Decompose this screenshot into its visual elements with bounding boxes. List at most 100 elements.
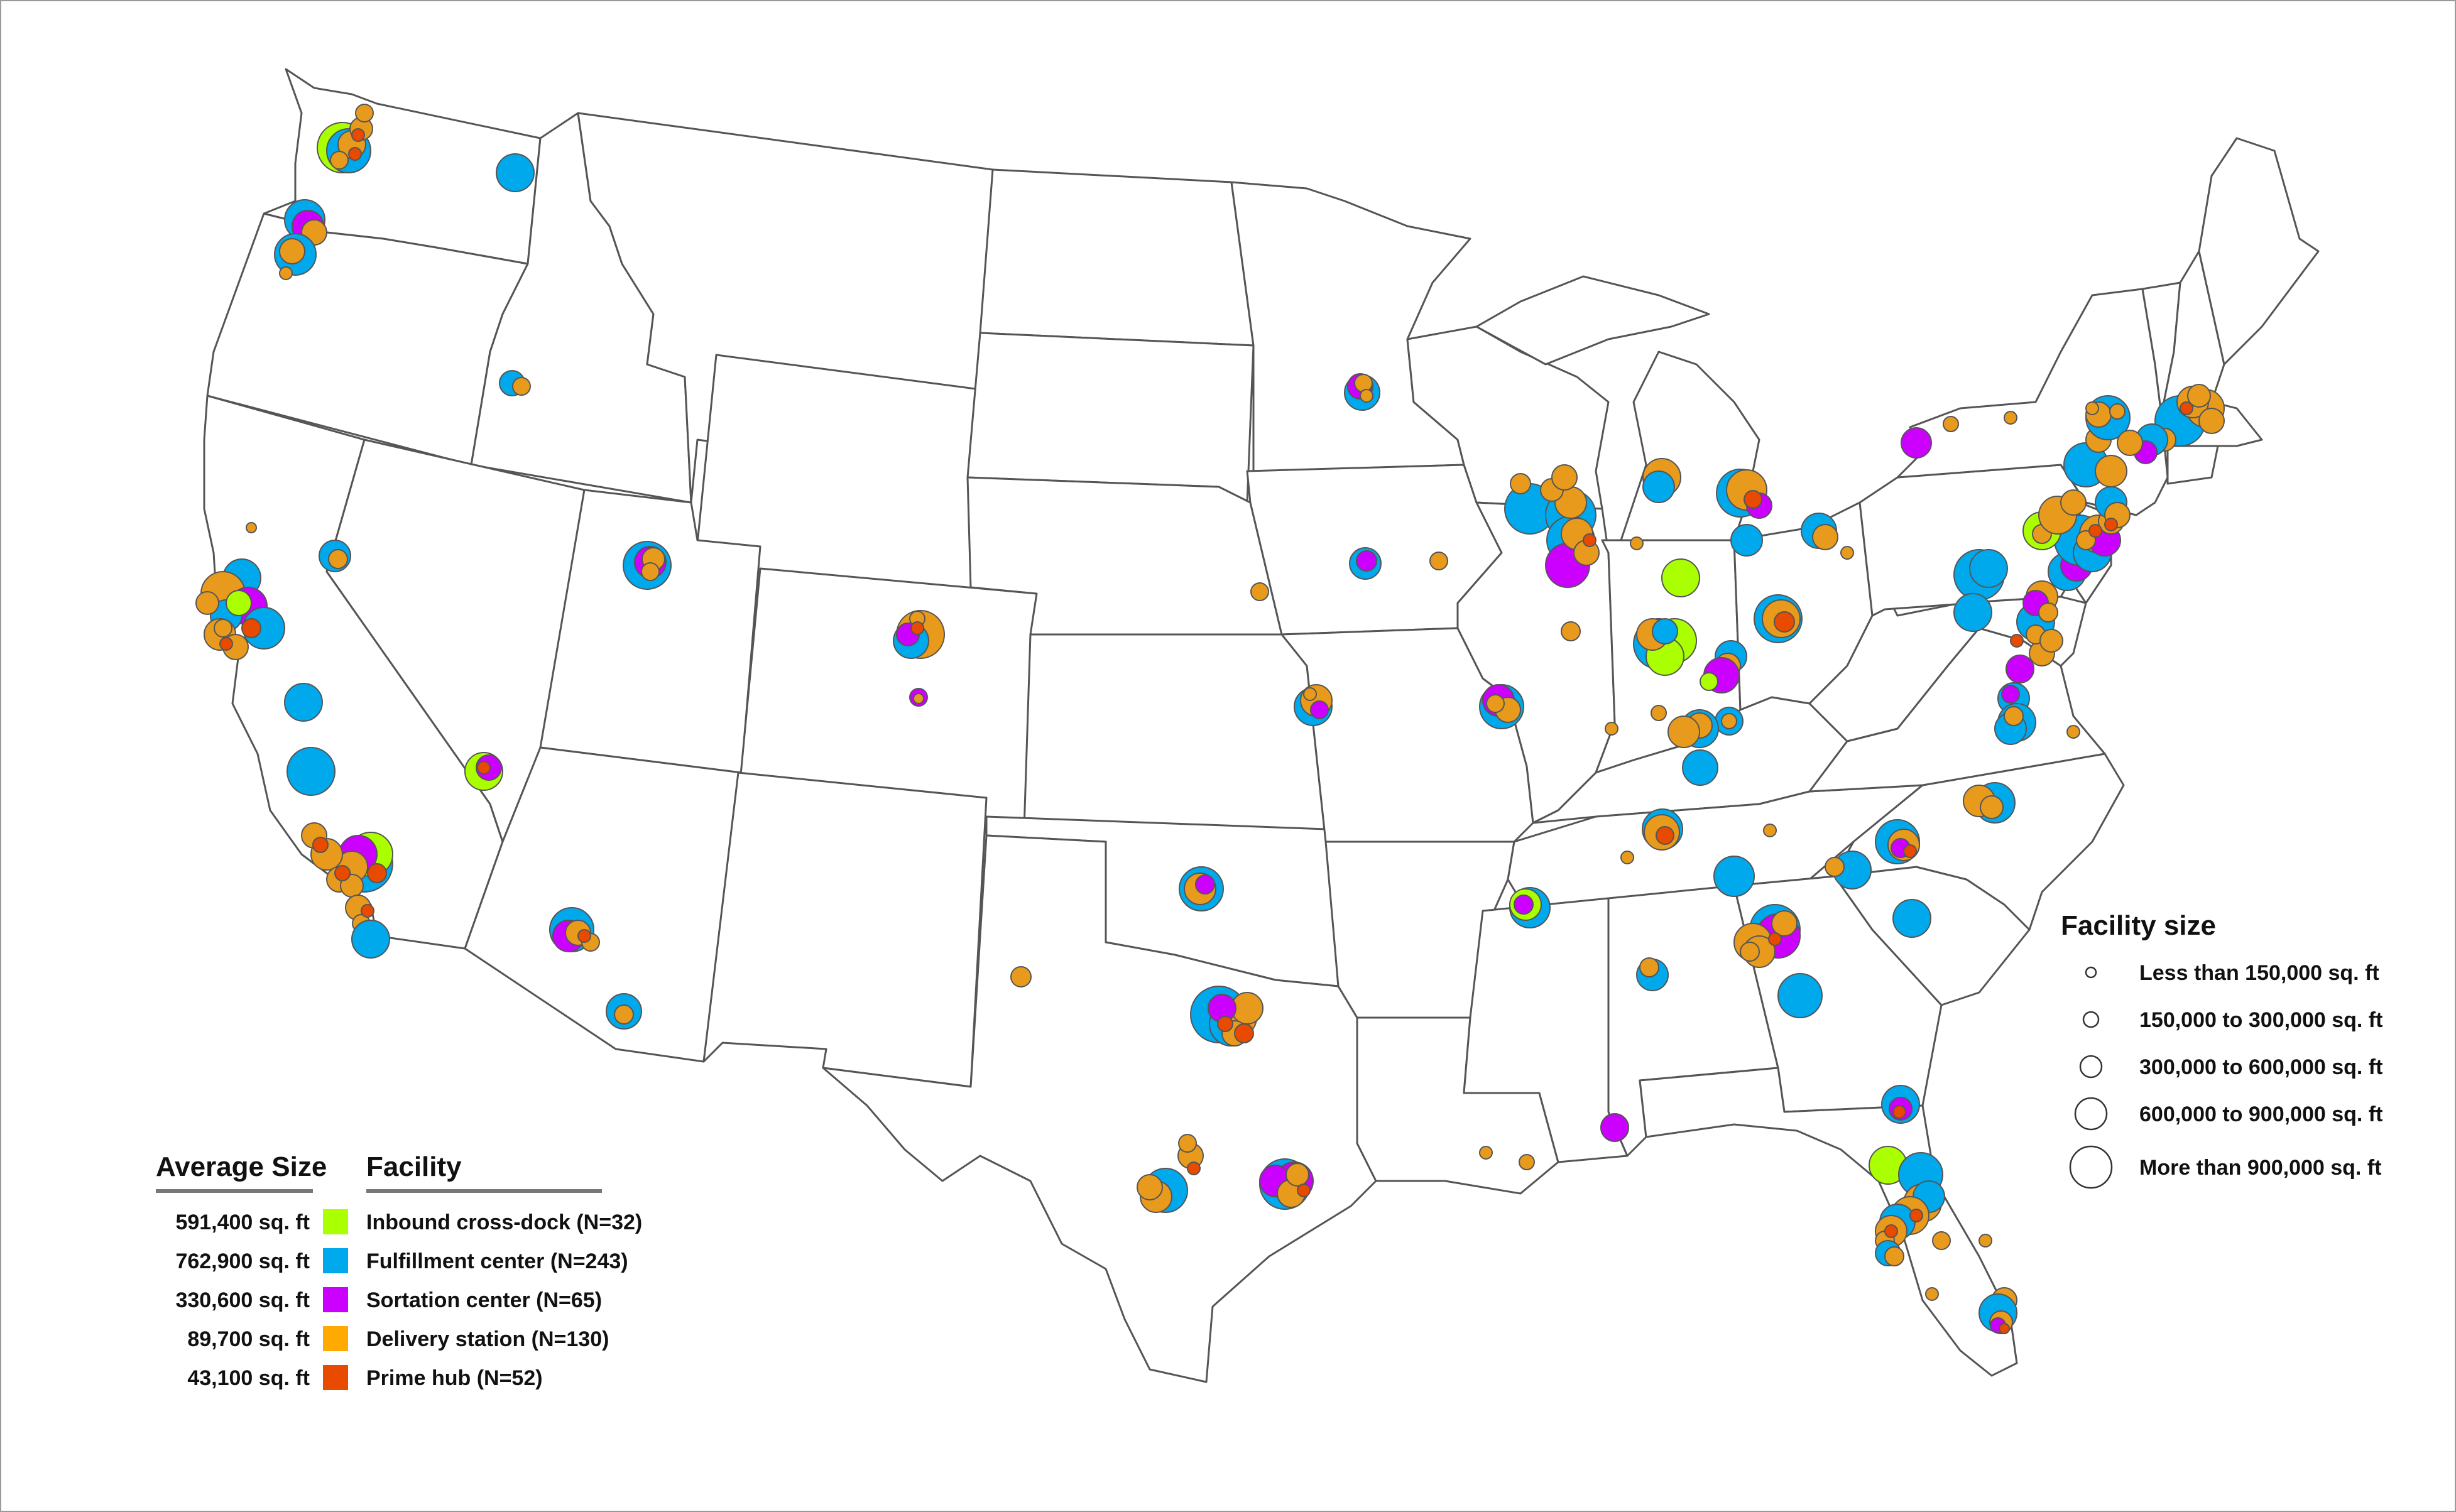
- facility-marker: [512, 377, 531, 396]
- facility-marker: [1620, 851, 1634, 864]
- size-legend-label: Less than 150,000 sq. ft: [2139, 961, 2379, 985]
- legend-swatch: [323, 1287, 348, 1312]
- facility-marker: [910, 621, 924, 635]
- legend-facility-label: Inbound cross-dock (N=32): [366, 1210, 642, 1234]
- state-florida: [1639, 1067, 2018, 1377]
- facility-marker: [1010, 966, 1032, 987]
- legend-avg-size: 591,400 sq. ft: [175, 1210, 310, 1234]
- state-new-mexico: [702, 771, 988, 1088]
- facility-marker: [1297, 1183, 1311, 1197]
- legend-facility-label: Fulfillment center (N=243): [366, 1249, 628, 1273]
- facility-marker: [1825, 857, 1845, 877]
- state-boundaries: [203, 68, 2320, 1383]
- facility-marker: [1356, 550, 1377, 572]
- facility-marker: [496, 153, 535, 192]
- facility-marker: [1892, 899, 1931, 938]
- facility-title: Facility: [366, 1151, 462, 1182]
- facility-marker: [279, 238, 305, 264]
- facility-marker: [361, 904, 374, 918]
- facility-marker: [2060, 489, 2087, 516]
- legend-swatch: [323, 1209, 348, 1234]
- facility-marker: [1250, 582, 1269, 601]
- facility-marker: [246, 522, 257, 533]
- facility-marker: [1812, 524, 1838, 550]
- facility-marker: [348, 147, 362, 161]
- facility-marker: [1217, 1016, 1233, 1032]
- facility-marker: [214, 619, 232, 638]
- facility-marker: [1605, 722, 1618, 736]
- size-legend: Facility size Less than 150,000 sq. ft 15…: [2061, 910, 2382, 1189]
- state-minnesota: [1230, 181, 1471, 472]
- facility-marker: [355, 104, 374, 122]
- facility-marker: [1642, 470, 1675, 503]
- facility-marker: [1429, 552, 1448, 570]
- facility-marker: [195, 591, 219, 615]
- state-texas: [822, 834, 1377, 1383]
- facility-marker: [1656, 826, 1674, 845]
- facility-marker: [1999, 1323, 2010, 1334]
- size-legend-label: 600,000 to 900,000 sq. ft: [2139, 1102, 2382, 1126]
- legend-avg-size: 43,100 sq. ft: [187, 1366, 310, 1390]
- facility-marker: [913, 693, 924, 704]
- facility-marker: [1486, 694, 1505, 713]
- facility-marker: [2006, 655, 2034, 683]
- facility-marker: [1519, 1154, 1535, 1170]
- facility-marker: [2004, 411, 2017, 425]
- size-legend-circle: [2079, 1055, 2103, 1079]
- state-north-dakota: [979, 168, 1255, 347]
- facility-marker: [2010, 634, 2024, 648]
- facility-marker: [2001, 685, 2020, 704]
- facility-marker: [1884, 1246, 1904, 1266]
- facility-marker: [312, 837, 329, 853]
- facility-marker: [2104, 518, 2118, 531]
- state-connecticut: [2166, 445, 2219, 485]
- facility-marker: [1744, 490, 1762, 509]
- legend-facility-label: Delivery station (N=130): [366, 1327, 609, 1351]
- facility-marker: [2088, 524, 2102, 538]
- facility-marker: [1777, 973, 1823, 1018]
- facility-marker: [1768, 932, 1782, 946]
- facility-marker: [577, 929, 591, 943]
- facility-marker: [1137, 1174, 1163, 1200]
- facility-marker: [2180, 401, 2193, 415]
- facility-marker: [1884, 1224, 1898, 1238]
- size-legend-label: More than 900,000 sq. ft: [2139, 1156, 2381, 1180]
- legend-avg-size: 762,900 sq. ft: [175, 1249, 310, 1273]
- facility-marker: [1630, 536, 1644, 550]
- legend-facility-label: Sortation center (N=65): [366, 1288, 602, 1312]
- facility-marker: [614, 1004, 634, 1025]
- facility-marker: [1925, 1287, 1939, 1301]
- facility-marker: [1310, 700, 1329, 719]
- facility-marker: [351, 920, 390, 959]
- facility-marker: [2117, 430, 2143, 456]
- facility-marker: [2187, 384, 2211, 408]
- facility-marker: [2085, 401, 2099, 415]
- facility-marker: [1700, 672, 1718, 691]
- facility-marker: [1583, 533, 1596, 547]
- facility-marker: [1980, 795, 2004, 819]
- facility-marker: [226, 590, 252, 616]
- facility-marker: [1561, 621, 1581, 641]
- size-legend-circle: [2085, 966, 2097, 979]
- facility-marker: [1285, 1163, 1309, 1187]
- facility-marker: [1774, 611, 1795, 633]
- facility-marker: [1771, 910, 1798, 937]
- legend-swatch: [323, 1248, 348, 1273]
- facility-marker: [219, 637, 233, 651]
- legend-avg-size: 89,700 sq. ft: [187, 1327, 310, 1351]
- facility-marker: [2066, 725, 2080, 739]
- facility-marker: [1721, 713, 1737, 729]
- facility-marker: [1840, 546, 1854, 560]
- facility-marker: [641, 562, 660, 581]
- facility-marker: [1661, 558, 1700, 597]
- facility-marker: [1360, 389, 1373, 403]
- facility-marker: [1479, 1146, 1493, 1160]
- facility-marker: [287, 747, 336, 796]
- facility-legend: Average Size Facility 591,400 sq. ft Inbo…: [156, 1151, 642, 1390]
- size-legend-circle: [2082, 1011, 2100, 1028]
- legend-swatch: [323, 1365, 348, 1390]
- facility-marker: [1514, 895, 1534, 915]
- facility-marker: [477, 761, 491, 775]
- state-michigan: [1475, 275, 1760, 541]
